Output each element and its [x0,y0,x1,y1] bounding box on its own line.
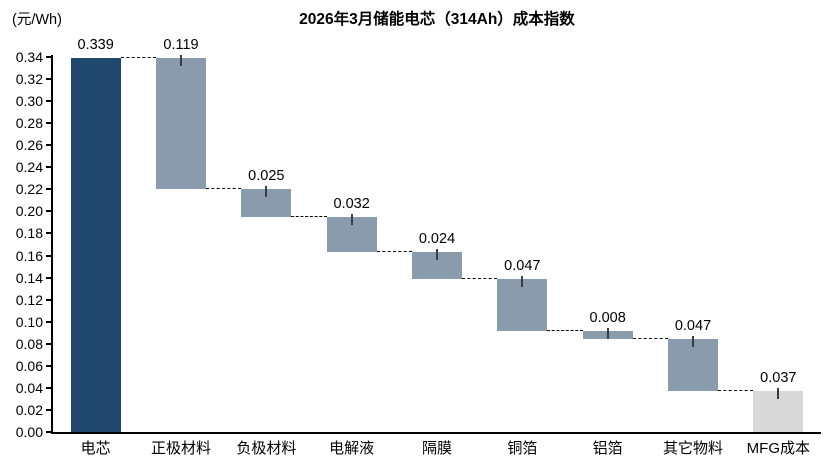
y-tick-label: 0.32 [15,71,43,88]
y-tick-mark [46,210,51,213]
y-tick-mark [46,254,51,257]
y-axis-line [51,55,53,434]
y-tick-label: 0.18 [15,225,43,242]
waterfall-bar [156,58,206,190]
x-category-label: MFG成本 [746,440,810,457]
y-tick-mark [46,166,51,169]
label-leader-tick [350,213,353,225]
y-tick-label: 0.28 [15,115,43,132]
x-axis-line [51,432,821,434]
x-category-label: 正极材料 [150,440,211,457]
bar-value-label: 0.032 [333,195,370,212]
bar-value-label: 0.047 [504,257,541,274]
connector-line [120,57,156,59]
y-tick-label: 0.30 [15,93,43,110]
x-category-label: 负极材料 [236,440,297,457]
connector-line [206,188,242,190]
y-tick-label: 0.16 [15,247,43,264]
bar-value-label: 0.339 [77,37,114,54]
y-tick-label: 0.22 [15,181,43,198]
connector-line [376,251,412,253]
y-tick-label: 0.10 [15,313,43,330]
y-tick-mark [46,298,51,301]
y-tick-mark [46,188,51,191]
y-tick-mark [46,431,51,433]
label-leader-tick [436,249,438,261]
x-category-label: 铜箔 [507,440,538,457]
y-tick-label: 0.14 [15,269,43,286]
y-tick-label: 0.04 [15,379,43,396]
waterfall-bar [497,278,548,331]
waterfall-bar [668,339,718,392]
bar-value-label: 0.025 [248,168,285,185]
connector-line [547,329,583,331]
y-tick-mark [46,56,51,58]
y-tick-mark [46,144,51,147]
y-tick-label: 0.08 [15,335,43,352]
y-tick-mark [46,122,51,125]
connector-line [291,215,327,217]
waterfall-bar [70,58,121,432]
chart-title: 2026年3月储能电芯（314Ah）成本指数 [299,11,575,28]
label-leader-tick [777,388,780,400]
bar-value-label: 0.047 [674,318,712,335]
y-tick-mark [46,320,51,323]
x-category-label: 电芯 [80,440,111,457]
y-tick-mark [46,276,51,279]
x-category-label: 电解液 [329,440,375,457]
y-tick-label: 0.02 [15,401,43,418]
label-leader-tick [180,55,182,67]
connector-line [462,277,498,279]
bar-value-label: 0.037 [760,370,797,387]
y-tick-mark [46,342,51,345]
y-tick-label: 0.20 [15,203,43,220]
bar-value-label: 0.024 [418,231,456,248]
bar-value-label: 0.008 [589,309,626,326]
y-tick-label: 0.26 [15,137,43,154]
y-tick-mark [46,364,51,367]
x-category-label: 铝箔 [592,440,623,457]
y-tick-mark [46,232,51,235]
label-leader-tick [606,327,609,339]
label-leader-tick [521,275,524,287]
y-tick-mark [46,100,51,103]
y-tick-label: 0.12 [15,291,43,308]
x-category-label: 隔膜 [421,440,452,457]
y-tick-label: 0.06 [15,357,43,374]
connector-line [718,390,754,392]
y-tick-mark [46,386,51,389]
y-tick-label: 0.00 [15,424,43,440]
y-tick-label: 0.34 [15,49,43,65]
y-axis-unit-label: (元/Wh) [12,12,62,28]
label-leader-tick [265,186,268,198]
x-category-label: 其它物料 [662,440,723,457]
label-leader-tick [692,336,694,348]
y-tick-label: 0.24 [15,159,43,176]
y-tick-mark [46,408,51,411]
bar-value-label: 0.119 [163,37,199,54]
y-tick-mark [46,78,51,81]
connector-line [632,338,668,340]
